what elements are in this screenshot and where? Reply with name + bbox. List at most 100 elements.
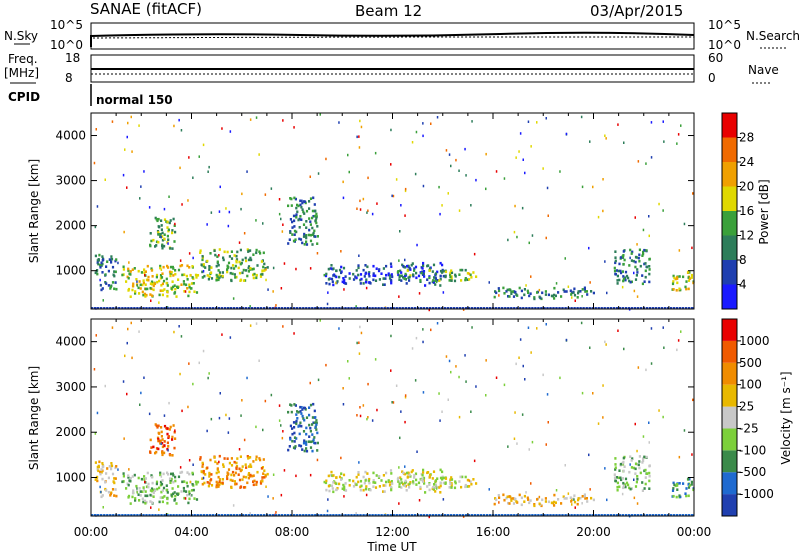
velocity-cell — [555, 489, 558, 492]
power-cell — [315, 216, 318, 220]
velocity-cell — [149, 450, 152, 453]
power-cell — [645, 162, 647, 165]
power-cell — [571, 296, 573, 299]
power-cell — [592, 291, 595, 295]
velocity-cell — [161, 451, 164, 454]
power-cell — [362, 307, 365, 309]
power-cell — [406, 269, 409, 272]
velocity-cell — [638, 455, 641, 458]
power-cell — [111, 120, 114, 123]
velocity-cell — [371, 419, 374, 422]
velocity-cell — [358, 341, 360, 344]
power-cell — [175, 295, 178, 298]
power-cell — [210, 271, 213, 274]
power-cell — [683, 222, 686, 226]
power-cell — [470, 204, 472, 207]
velocity-cell — [160, 475, 163, 478]
power-cell — [541, 291, 544, 295]
power-cell — [383, 283, 386, 286]
velocity-cell — [546, 514, 549, 516]
velocity-cell — [353, 514, 356, 516]
velocity-cell — [555, 514, 558, 516]
power-cell — [325, 272, 328, 276]
power-cell — [155, 218, 158, 221]
power-cell — [133, 267, 136, 270]
power-cell — [222, 256, 225, 260]
power-cell — [218, 271, 222, 274]
velocity-cell — [130, 321, 132, 325]
power-cell — [382, 267, 385, 270]
power-cell — [498, 289, 501, 293]
velocity-cell — [400, 486, 403, 489]
velocity-cell — [109, 492, 112, 496]
power-cell — [365, 286, 368, 290]
power-cell — [435, 280, 438, 283]
power-cell — [294, 238, 297, 241]
power-cell — [600, 307, 603, 309]
velocity-cell — [413, 476, 416, 479]
velocity-cell — [143, 499, 147, 503]
velocity-cell — [96, 479, 99, 483]
velocity-cell — [124, 514, 127, 516]
velocity-cell — [324, 481, 328, 485]
velocity-cell — [335, 482, 338, 485]
velocity-cell — [632, 466, 635, 470]
velocity-cell — [329, 514, 332, 516]
power-cell — [622, 254, 625, 257]
power-cell — [687, 279, 691, 282]
power-cell — [464, 268, 467, 272]
power-cell — [143, 170, 145, 173]
velocity-cell — [376, 408, 378, 412]
power-cell — [188, 290, 191, 294]
power-cell — [137, 286, 140, 290]
power-cell — [619, 256, 622, 259]
power-cell — [619, 269, 622, 273]
velocity-cell — [101, 494, 104, 497]
power-cell — [329, 307, 332, 309]
power-cell — [632, 259, 635, 263]
nsky-panel: N.Sky 10^5 10^0 10^5 10^0 N.Search — [4, 18, 800, 52]
power-cell — [367, 272, 370, 276]
power-cell — [616, 279, 619, 282]
power-cell — [146, 264, 149, 268]
velocity-cell — [546, 393, 549, 396]
velocity-cell — [384, 484, 387, 487]
power-cell — [313, 203, 316, 206]
power-cell — [676, 142, 678, 145]
velocity-cell — [554, 501, 557, 504]
power-cell — [132, 282, 135, 286]
velocity-cell — [624, 483, 627, 486]
velocity-cell — [192, 382, 194, 386]
power-cell — [112, 307, 115, 309]
power-cell — [628, 264, 631, 267]
power-cell — [573, 307, 576, 309]
power-cell — [409, 268, 412, 271]
velocity-cell — [495, 376, 498, 379]
velocity-cell — [282, 325, 284, 328]
velocity-cell — [541, 498, 544, 502]
power-cell — [335, 307, 338, 309]
velocity-cell — [488, 488, 490, 491]
velocity-cell — [142, 500, 145, 504]
velocity-cell — [235, 466, 238, 470]
power-cell — [201, 258, 204, 262]
velocity-cell — [619, 476, 622, 480]
power-cell — [316, 252, 319, 255]
velocity-cell — [398, 502, 400, 505]
velocity-cell — [314, 416, 317, 419]
velocity-cell — [581, 495, 584, 498]
power-cell — [639, 264, 642, 268]
velocity-cell — [390, 369, 392, 372]
velocity-cell — [165, 484, 168, 487]
power-cell — [169, 307, 172, 309]
velocity-cell — [255, 455, 258, 459]
velocity-cell — [206, 429, 208, 433]
velocity-cell — [340, 478, 343, 481]
velocity-cell — [330, 484, 334, 488]
power-cell — [247, 265, 251, 268]
power-cell — [280, 217, 282, 221]
velocity-cell — [187, 405, 189, 409]
power-cell — [256, 307, 260, 309]
velocity-cell — [160, 490, 163, 494]
velocity-cell — [312, 402, 315, 406]
